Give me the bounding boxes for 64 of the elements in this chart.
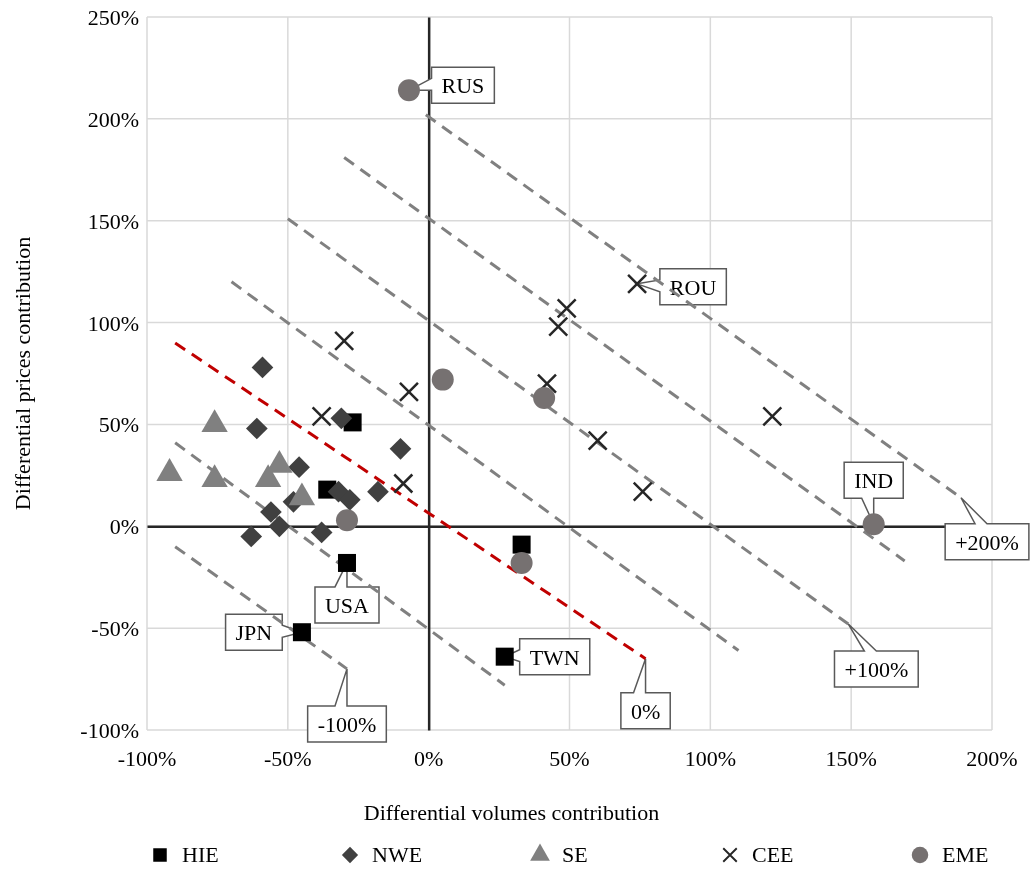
annotation: USA bbox=[324, 592, 370, 618]
x-tick-label: 50% bbox=[549, 746, 590, 771]
point bbox=[335, 509, 358, 532]
legend-label: CEE bbox=[752, 842, 794, 867]
x-tick-label: 0% bbox=[414, 746, 444, 771]
annotation: +100% bbox=[844, 657, 909, 683]
point bbox=[389, 438, 412, 460]
x-tick-label: 150% bbox=[825, 746, 877, 771]
y-tick-label: -100% bbox=[80, 718, 139, 743]
annotation: +200% bbox=[955, 529, 1019, 555]
legend-label: EME bbox=[942, 842, 989, 867]
y-tick-label: 100% bbox=[87, 310, 139, 336]
y-tick-label: 50% bbox=[98, 412, 139, 438]
point bbox=[626, 273, 648, 295]
point bbox=[510, 551, 533, 574]
y-tick-label: 200% bbox=[87, 106, 139, 132]
point bbox=[536, 373, 558, 394]
annotation: IND bbox=[854, 468, 894, 494]
y-tick-label: 250% bbox=[87, 5, 139, 30]
annotation: TWN bbox=[529, 644, 580, 670]
point bbox=[512, 535, 531, 554]
point bbox=[292, 623, 311, 642]
point bbox=[251, 356, 274, 379]
y-axis-title: Differential prices contribution bbox=[10, 236, 35, 511]
x-tick-label: 100% bbox=[684, 746, 736, 771]
point bbox=[246, 417, 268, 440]
point bbox=[547, 316, 569, 337]
point bbox=[762, 406, 783, 427]
point bbox=[398, 381, 420, 403]
annotation: 0% bbox=[630, 698, 661, 724]
annotation: ROU bbox=[669, 274, 717, 300]
legend-label: NWE bbox=[372, 842, 423, 867]
point bbox=[533, 386, 556, 409]
point bbox=[632, 481, 653, 502]
annotation: -100% bbox=[317, 711, 377, 737]
point bbox=[393, 473, 414, 494]
point bbox=[260, 501, 282, 523]
point bbox=[311, 406, 332, 427]
legend-label: HIE bbox=[182, 842, 219, 867]
point bbox=[330, 407, 353, 430]
point bbox=[268, 515, 291, 538]
point bbox=[556, 298, 577, 319]
point bbox=[338, 488, 361, 511]
y-tick-label: -50% bbox=[91, 616, 139, 642]
point bbox=[288, 456, 310, 479]
x-axis-title: Differential volumes contribution bbox=[363, 800, 660, 825]
x-tick-label: -100% bbox=[117, 746, 177, 771]
annotation: RUS bbox=[441, 73, 485, 99]
point bbox=[495, 647, 514, 666]
point bbox=[397, 79, 420, 102]
annotation: JPN bbox=[235, 620, 273, 646]
point bbox=[333, 330, 355, 352]
x-tick-label: -50% bbox=[264, 746, 312, 771]
point bbox=[431, 368, 454, 391]
legend-label: SE bbox=[562, 842, 588, 867]
point bbox=[862, 513, 885, 536]
x-tick-label: 200% bbox=[966, 746, 1018, 771]
y-tick-label: 150% bbox=[87, 208, 139, 234]
point bbox=[337, 553, 356, 572]
point bbox=[240, 525, 263, 548]
point bbox=[310, 521, 333, 544]
point bbox=[587, 430, 608, 451]
point bbox=[367, 480, 389, 503]
y-tick-label: 0% bbox=[109, 514, 139, 540]
